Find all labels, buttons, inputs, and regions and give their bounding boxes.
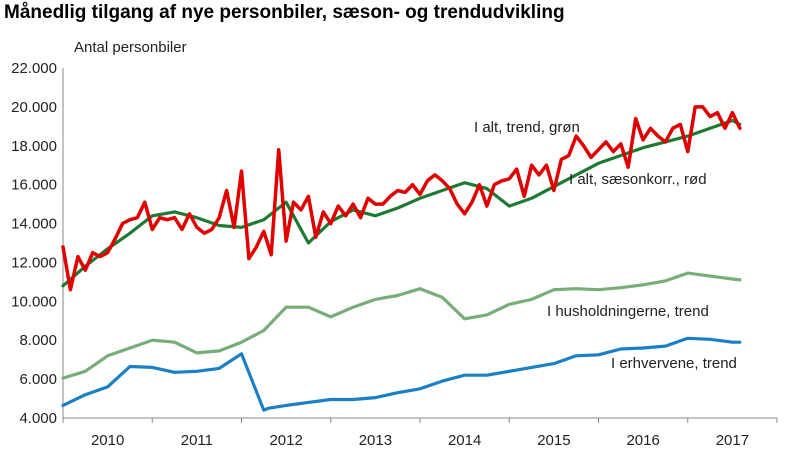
annotation-business: I erhvervene, trend bbox=[611, 355, 737, 372]
x-tick-label: 2015 bbox=[537, 432, 570, 449]
annotation-seasonal: I alt, sæsonkorr., rød bbox=[569, 171, 707, 188]
y-tick-label: 16.000 bbox=[11, 177, 57, 194]
y-tick-label: 18.000 bbox=[11, 138, 57, 155]
y-tick-group: 4.000 6.000 8.000 10.000 12.000 14.000 16.000 1… bbox=[11, 60, 57, 427]
x-tick-label: 2016 bbox=[626, 432, 659, 449]
x-tick-label: 2014 bbox=[448, 432, 481, 449]
x-tick-label: 2012 bbox=[269, 432, 302, 449]
x-tick-label: 2013 bbox=[359, 432, 392, 449]
y-tick-label: 20.000 bbox=[11, 99, 57, 116]
series-line bbox=[61, 105, 742, 292]
chart-title: Månedlig tilgang af nye personbiler, sæs… bbox=[4, 2, 565, 23]
y-tick-label: 8.000 bbox=[19, 332, 57, 349]
y-tick-label: 6.000 bbox=[19, 371, 57, 388]
annotation-households: I husholdningerne, trend bbox=[547, 303, 709, 320]
x-tick-group: 2010 2011 2012 2013 2014 2015 2016 2017 bbox=[62, 418, 778, 449]
x-tick-label: 2011 bbox=[181, 432, 213, 449]
series-group bbox=[61, 105, 742, 412]
y-tick-label: 22.000 bbox=[11, 60, 57, 77]
series-line bbox=[61, 118, 742, 288]
y-tick-label: 12.000 bbox=[11, 254, 57, 271]
y-tick-label: 10.000 bbox=[11, 293, 57, 310]
x-tick-label: 2010 bbox=[91, 432, 124, 449]
series-line bbox=[61, 271, 742, 380]
y-axis-label: Antal personbiler bbox=[74, 39, 187, 56]
y-tick-label: 14.000 bbox=[11, 216, 57, 233]
y-tick-label: 4.000 bbox=[19, 410, 57, 427]
series-line bbox=[61, 336, 742, 412]
annotation-trend: I alt, trend, grøn bbox=[474, 119, 580, 136]
x-tick-label: 2017 bbox=[716, 432, 749, 449]
